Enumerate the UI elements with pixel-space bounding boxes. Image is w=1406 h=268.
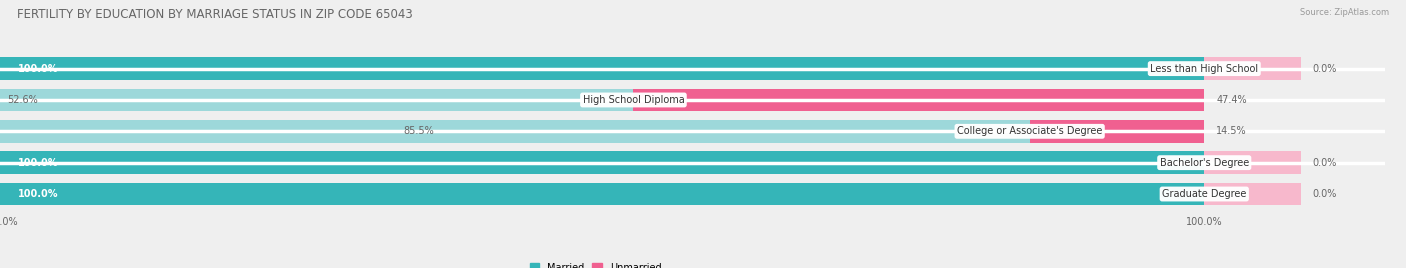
Text: Less than High School: Less than High School [1150, 64, 1258, 74]
Text: FERTILITY BY EDUCATION BY MARRIAGE STATUS IN ZIP CODE 65043: FERTILITY BY EDUCATION BY MARRIAGE STATU… [17, 8, 412, 21]
Legend: Married, Unmarried: Married, Unmarried [530, 263, 661, 268]
Bar [0, 151, 1205, 174]
Bar [0, 57, 1205, 80]
Text: 85.5%: 85.5% [404, 126, 434, 136]
Text: College or Associate's Degree: College or Associate's Degree [957, 126, 1102, 136]
Bar [1029, 120, 1205, 143]
Text: 0.0%: 0.0% [1313, 64, 1337, 74]
Bar [634, 89, 1205, 111]
Bar [0, 183, 1205, 205]
Text: 100.0%: 100.0% [18, 158, 59, 168]
Text: Bachelor's Degree: Bachelor's Degree [1160, 158, 1249, 168]
Bar [0, 89, 634, 111]
Text: High School Diploma: High School Diploma [582, 95, 685, 105]
Bar [1205, 151, 1301, 174]
Bar [1205, 183, 1301, 205]
Text: 0.0%: 0.0% [1313, 158, 1337, 168]
Bar [0, 89, 1205, 111]
Bar [0, 120, 1205, 143]
Text: Source: ZipAtlas.com: Source: ZipAtlas.com [1301, 8, 1389, 17]
Text: 100.0%: 100.0% [18, 189, 59, 199]
Text: Graduate Degree: Graduate Degree [1163, 189, 1247, 199]
Bar [0, 183, 1205, 205]
Text: 52.6%: 52.6% [7, 95, 38, 105]
Text: 14.5%: 14.5% [1216, 126, 1247, 136]
Text: 0.0%: 0.0% [1313, 189, 1337, 199]
Bar [0, 151, 1205, 174]
Text: 100.0%: 100.0% [18, 64, 59, 74]
Bar [0, 120, 1029, 143]
Bar [1205, 57, 1301, 80]
Bar [0, 57, 1205, 80]
Text: 47.4%: 47.4% [1216, 95, 1247, 105]
